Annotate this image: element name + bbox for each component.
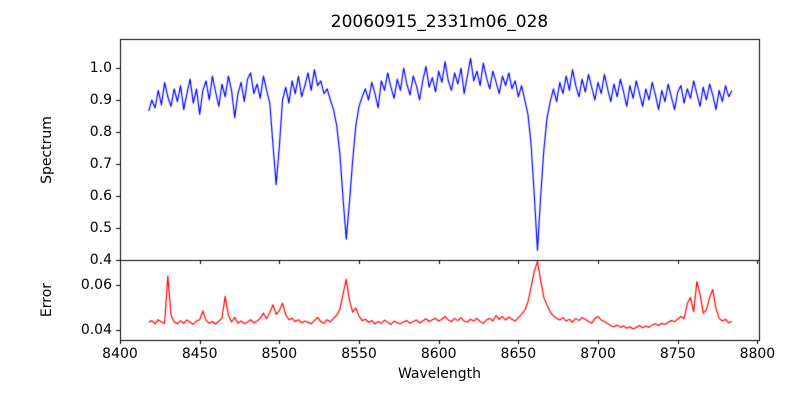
x-axis-label: Wavelength <box>397 366 482 382</box>
x-tick-label: 8600 <box>420 346 457 362</box>
x-tick-label: 8450 <box>181 346 218 362</box>
x-tick-label: 8650 <box>500 346 537 362</box>
x-tick-label: 8550 <box>341 346 377 362</box>
y-tick-label-error: 0.06 <box>80 277 112 293</box>
y-tick-label-spectrum: 0.9 <box>89 91 112 108</box>
y-tick-label-error: 0.04 <box>80 322 112 339</box>
y-tick-label-spectrum: 0.6 <box>89 187 112 204</box>
y-axis-label-error: Error <box>39 282 55 318</box>
y-tick-label-spectrum: 0.7 <box>89 155 112 172</box>
y-tick-label-spectrum: 0.8 <box>89 123 112 140</box>
x-tick-label: 8750 <box>659 346 696 362</box>
y-tick-label-spectrum: 1.0 <box>89 59 112 76</box>
x-tick-label: 8800 <box>739 346 776 362</box>
y-axis-label-spectrum: Spectrum <box>39 116 55 184</box>
y-tick-label-spectrum: 0.5 <box>89 219 112 236</box>
chart-title: 20060915_2331m06_028 <box>330 12 549 32</box>
x-tick-label: 8700 <box>580 346 616 362</box>
x-tick-label: 8400 <box>102 346 138 362</box>
y-tick-label-spectrum: 0.4 <box>89 252 112 268</box>
x-tick-label: 8500 <box>261 346 298 362</box>
